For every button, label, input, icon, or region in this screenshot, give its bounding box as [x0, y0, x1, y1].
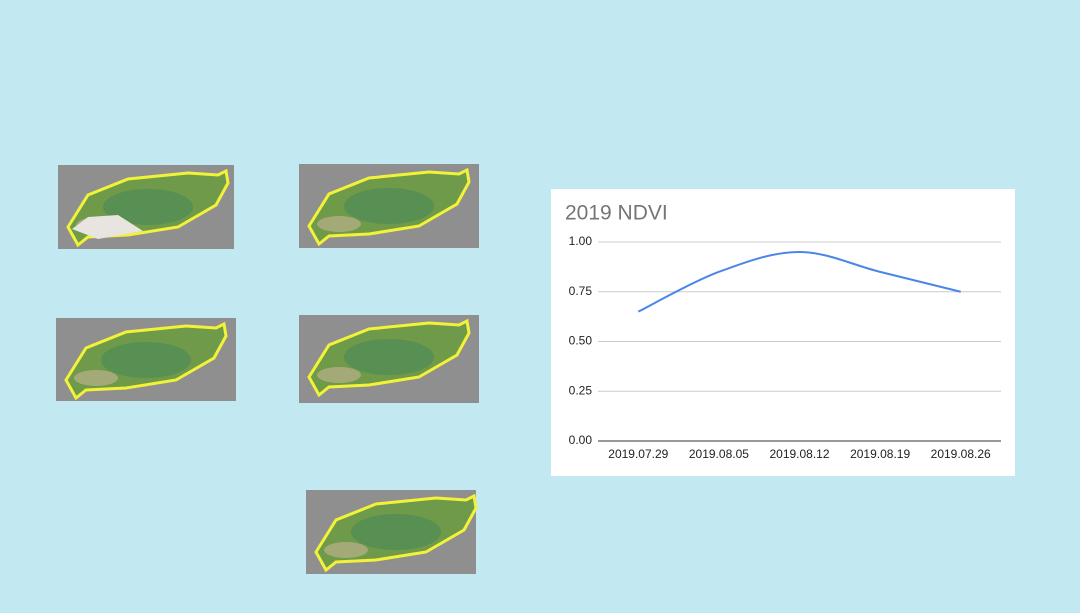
chart-title: 2019 NDVI [565, 202, 668, 225]
thumbnail [306, 490, 478, 574]
chart-background [551, 189, 1015, 476]
x-tick-label: 2019.08.19 [850, 447, 910, 461]
data-line [637, 250, 961, 313]
thumbnail [56, 318, 236, 401]
thumbnail [299, 315, 479, 403]
x-tick-label: 2019.08.12 [769, 447, 829, 461]
thumbnail [58, 165, 234, 249]
x-tick-label: 2019.08.05 [689, 447, 749, 461]
chart: 2019 NDVI 0.00 0.25 0.50 0.75 1.00 2019.07.29… [551, 189, 1015, 476]
y-tick-label: 0.75 [569, 284, 593, 298]
satellite-thumbnails [56, 164, 479, 574]
y-tick-label: 1.00 [569, 234, 593, 248]
y-tick-label: 0.25 [569, 383, 593, 397]
x-tick-label: 2019.08.26 [931, 447, 991, 461]
thumbnail [299, 164, 479, 248]
y-tick-label: 0.00 [569, 433, 593, 447]
y-tick-label: 0.50 [569, 334, 593, 348]
x-tick-label: 2019.07.29 [608, 447, 668, 461]
